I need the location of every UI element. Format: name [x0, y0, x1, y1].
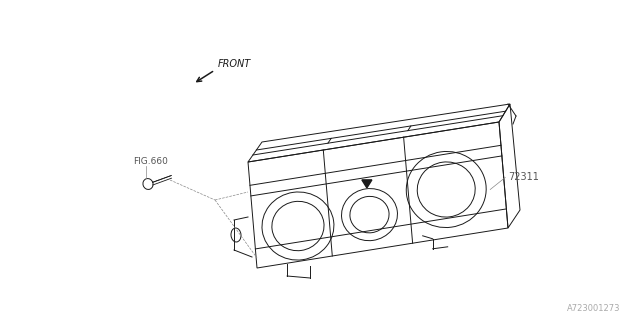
Text: FIG.660: FIG.660 [133, 157, 168, 166]
Text: A723001273: A723001273 [566, 304, 620, 313]
Text: 72311: 72311 [508, 172, 539, 182]
Text: FRONT: FRONT [218, 59, 252, 69]
Polygon shape [362, 180, 372, 188]
